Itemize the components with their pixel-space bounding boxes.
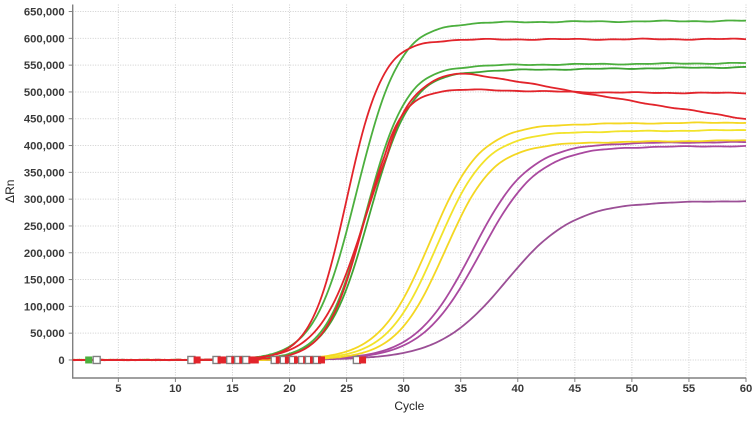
svg-text:50,000: 50,000 xyxy=(30,328,65,340)
svg-text:50: 50 xyxy=(626,383,639,395)
svg-text:30: 30 xyxy=(397,383,410,395)
svg-text:300,000: 300,000 xyxy=(24,194,65,206)
svg-text:600,000: 600,000 xyxy=(24,33,65,45)
svg-text:40: 40 xyxy=(511,383,524,395)
svg-text:ΔRn: ΔRn xyxy=(3,180,17,203)
svg-text:Cycle: Cycle xyxy=(394,399,424,413)
svg-text:450,000: 450,000 xyxy=(24,114,65,126)
svg-text:10: 10 xyxy=(169,383,182,395)
svg-text:0: 0 xyxy=(58,355,64,367)
svg-text:55: 55 xyxy=(683,383,696,395)
svg-text:250,000: 250,000 xyxy=(24,221,65,233)
svg-text:25: 25 xyxy=(340,383,353,395)
svg-text:5: 5 xyxy=(115,383,121,395)
svg-text:15: 15 xyxy=(226,383,239,395)
svg-text:45: 45 xyxy=(569,383,582,395)
svg-text:400,000: 400,000 xyxy=(24,141,65,153)
svg-text:550,000: 550,000 xyxy=(24,60,65,72)
svg-text:650,000: 650,000 xyxy=(24,7,65,19)
svg-text:150,000: 150,000 xyxy=(24,275,65,287)
svg-text:35: 35 xyxy=(454,383,467,395)
svg-text:200,000: 200,000 xyxy=(24,248,65,260)
svg-text:350,000: 350,000 xyxy=(24,167,65,179)
svg-text:100,000: 100,000 xyxy=(24,301,65,313)
svg-text:60: 60 xyxy=(740,383,753,395)
svg-text:20: 20 xyxy=(283,383,296,395)
svg-text:500,000: 500,000 xyxy=(24,87,65,99)
